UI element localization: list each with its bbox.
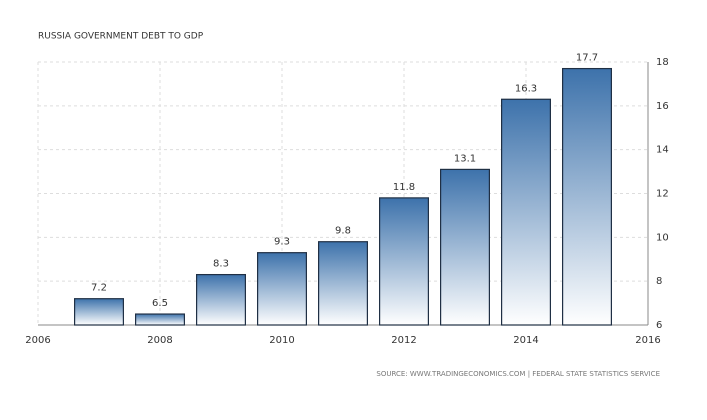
y-tick-label: 10 [656,232,669,243]
data-label: 17.7 [576,53,598,64]
y-tick-label: 14 [656,145,669,156]
data-label: 9.8 [335,226,351,237]
y-tick-label: 6 [656,320,662,331]
bar [257,252,308,326]
x-tick-label: 2012 [391,335,416,346]
x-tick-label: 2008 [147,335,172,346]
data-label: 9.3 [274,237,290,248]
y-tick-label: 8 [656,276,662,287]
bar [318,241,369,326]
y-tick-label: 18 [656,57,669,68]
data-label: 11.8 [393,182,415,193]
data-label: 13.1 [454,153,476,164]
x-tick-label: 2014 [513,335,538,346]
data-label: 16.3 [515,83,537,94]
bar [196,273,247,326]
x-tick-label: 2006 [25,335,50,346]
source: SOURCE: WWW.TRADINGECONOMICS.COM | FEDER… [376,370,660,378]
data-label: 7.2 [91,283,107,294]
bar [561,67,612,326]
chart-title: RUSSIA GOVERNMENT DEBT TO GDP [38,32,204,42]
bar [73,298,124,326]
x-tick-label: 2010 [269,335,294,346]
data-label: 8.3 [213,259,229,270]
bar [440,168,491,326]
bar [135,313,186,326]
bar [501,98,552,326]
data-label: 6.5 [152,298,168,309]
x-tick-label: 2016 [635,335,660,346]
bar [379,197,430,326]
y-tick-label: 16 [656,101,669,112]
y-tick-label: 12 [656,189,669,200]
